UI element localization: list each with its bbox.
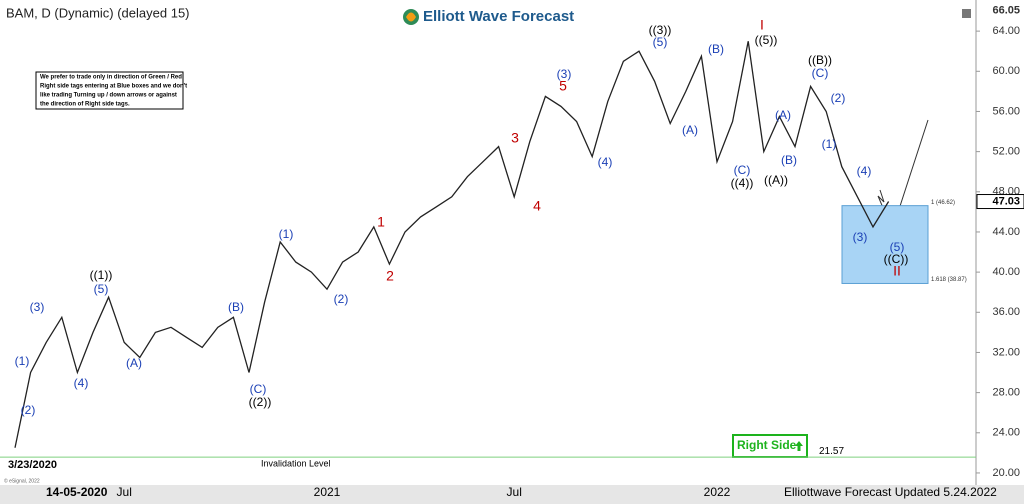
wave-label: 5 — [559, 78, 567, 94]
wave-label: ((B)) — [808, 53, 832, 67]
wave-label: (B) — [781, 153, 797, 167]
chart-title: BAM, D (Dynamic) (delayed 15) — [6, 5, 190, 20]
wave-label: (4) — [598, 155, 613, 169]
wave-label: (2) — [334, 292, 349, 306]
x-tick-label: Jul — [507, 485, 522, 499]
wave-label: (2) — [21, 403, 36, 417]
wave-label: (A) — [775, 108, 791, 122]
price-line — [14, 41, 890, 448]
note-line: Right side tags entering at Blue boxes a… — [40, 84, 187, 90]
wave-label: (5) — [890, 240, 905, 254]
time-bar — [0, 485, 1024, 504]
wave-label: (C) — [812, 66, 829, 80]
wave-label: ((4)) — [731, 176, 754, 190]
y-tick-label: 44.00 — [992, 226, 1020, 238]
wave-label: ((A)) — [764, 173, 788, 187]
logo-icon-inner — [406, 12, 416, 22]
wave-label: (1) — [15, 354, 30, 368]
wave-label: (B) — [708, 42, 724, 56]
invalidation-text: Invalidation Level — [261, 458, 331, 468]
wave-label: 4 — [533, 198, 541, 214]
wave-label: (2) — [831, 91, 846, 105]
right-side: Right Side — [737, 438, 797, 452]
wave-label: (5) — [653, 35, 668, 49]
wave-label: (A) — [682, 123, 698, 137]
wave-label: (C) — [734, 163, 751, 177]
y-tick-label: 56.00 — [992, 105, 1020, 117]
last-price-label: 47.03 — [992, 195, 1020, 207]
invalidation-label: 21.57 — [819, 446, 844, 457]
right-side-arrow — [795, 441, 803, 451]
note-line: We prefer to trade only in direction of … — [40, 75, 182, 81]
wave-label: (5) — [94, 282, 109, 296]
note-line: like trading Turning up / down arrows or… — [40, 93, 177, 99]
y-tick-label: 40.00 — [992, 266, 1020, 278]
zone-bottom-label: 1.618 (38.87) — [931, 277, 967, 283]
blue-box — [841, 205, 929, 284]
y-tick-label: 64.00 — [992, 25, 1020, 37]
last-price-box — [976, 194, 1024, 210]
x-tick-label: 2022 — [704, 485, 731, 499]
y-tick-label: 20.00 — [992, 467, 1020, 479]
wave-label: (4) — [857, 164, 872, 178]
y-tick-label: 52.00 — [992, 146, 1020, 158]
wave-label: (1) — [279, 227, 294, 241]
wave-label: (C) — [250, 382, 267, 396]
wave-label: (3) — [557, 67, 572, 81]
wave-label: (B) — [228, 300, 244, 314]
x-tick-label: 2021 — [314, 485, 341, 499]
wave-label: (3) — [853, 230, 868, 244]
logo: Elliott Wave Forecast — [423, 8, 574, 25]
wave-label: I — [760, 17, 764, 33]
wave-label: (1) — [822, 137, 837, 151]
top-price-label: 66.05 — [992, 4, 1020, 16]
y-tick-label: 60.00 — [992, 65, 1020, 77]
footer: Elliottwave Forecast Updated 5.24.2022 — [784, 485, 997, 499]
note-box — [35, 71, 184, 110]
wave-label: ((2)) — [249, 395, 272, 409]
note-line: the direction of Right side tags. — [40, 102, 130, 108]
wave-label: (A) — [126, 356, 142, 370]
wave-label: ((5)) — [755, 33, 778, 47]
wave-label: (4) — [74, 376, 89, 390]
wave-label: ((1)) — [90, 268, 113, 282]
wave-label: (3) — [30, 300, 45, 314]
x-tick-label: Jul — [117, 485, 132, 499]
y-tick-label: 32.00 — [992, 346, 1020, 358]
start-date: 3/23/2020 — [8, 459, 57, 471]
wave-label: II — [893, 263, 901, 279]
zone-top-label: 1 (46.62) — [931, 200, 955, 206]
wave-label: ((C)) — [884, 252, 909, 266]
wave-label: ((3)) — [649, 23, 672, 37]
settings-icon — [962, 9, 971, 18]
cursor-date: 14-05-2020 — [46, 485, 108, 499]
copyright: © eSignal, 2022 — [4, 477, 40, 484]
wave-label: 3 — [511, 130, 519, 146]
wave-label: 1 — [377, 214, 385, 230]
y-tick-label: 36.00 — [992, 306, 1020, 318]
wave-label: 2 — [386, 268, 394, 284]
y-tick-label: 24.00 — [992, 427, 1020, 439]
y-tick-label: 28.00 — [992, 387, 1020, 399]
